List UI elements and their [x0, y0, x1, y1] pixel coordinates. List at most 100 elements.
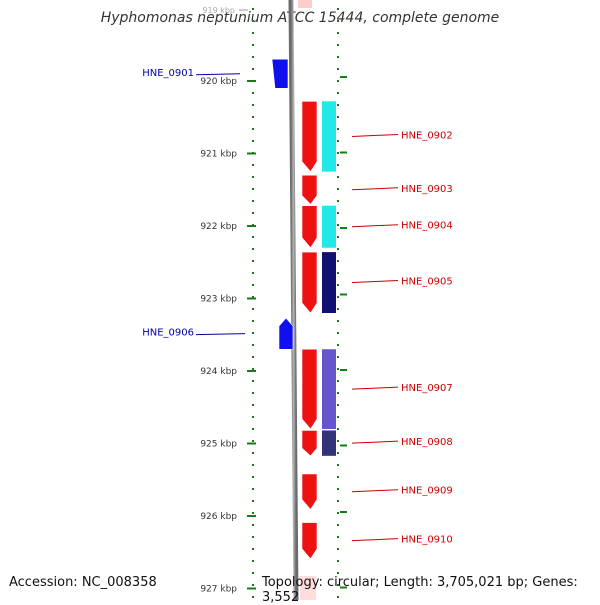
gene-labels: HNE_0901 HNE_0902 HNE_0903 HNE_0904 HNE_0905… [142, 68, 453, 546]
minor-tick-right [337, 80, 339, 82]
minor-tick-right [337, 200, 339, 202]
minor-tick-right [337, 320, 339, 322]
minor-tick-right [337, 236, 339, 238]
minor-tick-right [337, 128, 339, 130]
minor-tick-left [252, 584, 254, 586]
minor-tick-left [252, 344, 254, 346]
minor-tick-left [252, 44, 254, 46]
scale-label: 924 kbp [200, 367, 237, 377]
minor-tick-left [252, 32, 254, 34]
minor-tick-right [337, 548, 339, 550]
gene-label: HNE_0903 [401, 184, 453, 195]
minor-tick-left [252, 440, 254, 442]
minor-tick-right [337, 188, 339, 190]
cog-bar [322, 101, 336, 172]
cog-bar [322, 349, 336, 429]
gene-label: HNE_0906 [142, 328, 194, 339]
minor-tick-left [252, 8, 254, 10]
cog-bar [322, 205, 336, 248]
minor-tick-right [337, 536, 339, 538]
minor-tick-right [337, 308, 339, 310]
minor-tick-left [252, 320, 254, 322]
minor-tick-left [252, 380, 254, 382]
minor-tick-left [252, 536, 254, 538]
minor-tick-right [337, 332, 339, 334]
minor-tick-right [337, 512, 339, 514]
minor-tick-left [252, 20, 254, 22]
minor-tick-right [337, 560, 339, 562]
gene-hne_0906 [278, 317, 294, 350]
minor-tick-left [252, 512, 254, 514]
minor-tick-left [252, 116, 254, 118]
minor-tick-right [337, 272, 339, 274]
minor-tick-left [252, 248, 254, 250]
minor-tick-left [252, 464, 254, 466]
minor-tick-left [252, 404, 254, 406]
minor-tick-right [337, 440, 339, 442]
minor-tick-left [252, 500, 254, 502]
minor-tick-right [337, 476, 339, 478]
scale-label: 927 kbp [200, 585, 237, 595]
minor-tick-right [337, 356, 339, 358]
minor-tick-right [337, 596, 339, 598]
minor-tick-right [337, 32, 339, 34]
genome-summary-text: Topology: circular; Length: 3,705,021 bp… [262, 575, 578, 605]
minor-tick-right [337, 152, 339, 154]
minor-tick-right [337, 452, 339, 454]
minor-tick-left [252, 524, 254, 526]
minor-tick-right [337, 260, 339, 262]
gene-label: HNE_0904 [401, 221, 453, 232]
minor-tick-left [252, 308, 254, 310]
gene-hne_0902 [301, 101, 318, 173]
offscreen-gene-bottom [300, 576, 316, 600]
minor-tick-left [252, 284, 254, 286]
minor-tick-right [337, 140, 339, 142]
gene-hne_0901 [271, 58, 289, 89]
minor-tick-right [337, 524, 339, 526]
scale-ruler: 919 kbp 920 kbp 921 kbp 922 kbp 923 kbp 924 k… [200, 0, 347, 600]
minor-tick-right [337, 92, 339, 94]
gene-hne_0905 [301, 251, 318, 314]
gene-label: HNE_0905 [401, 277, 453, 288]
gene-label: HNE_0901 [142, 68, 194, 79]
minor-tick-left [252, 56, 254, 58]
minor-tick-right [337, 464, 339, 466]
minor-tick-left [252, 164, 254, 166]
minor-tick-right [337, 584, 339, 586]
minor-tick-right [337, 176, 339, 178]
gene-hne_0903 [301, 174, 318, 205]
minor-tick-right [337, 224, 339, 226]
scale-label: 920 kbp [200, 77, 237, 87]
minor-tick-right [337, 8, 339, 10]
minor-tick-right [337, 404, 339, 406]
gene-label: HNE_0902 [401, 130, 453, 141]
minor-tick-left [252, 128, 254, 130]
gene-hne_0904 [301, 205, 318, 249]
minor-tick-left [252, 104, 254, 106]
minor-tick-right [337, 392, 339, 394]
minor-tick-right [337, 380, 339, 382]
minor-tick-left [252, 140, 254, 142]
minor-tick-left [252, 560, 254, 562]
minor-tick-left [252, 392, 254, 394]
gene-label-leader [195, 73, 241, 76]
minor-tick-left [252, 428, 254, 430]
gene-hne_0909 [301, 473, 318, 510]
minor-tick-left [252, 188, 254, 190]
minor-tick-right [337, 500, 339, 502]
minor-tick-right [337, 368, 339, 370]
gene-label-leader [351, 187, 399, 191]
minor-tick-left [252, 356, 254, 358]
minor-tick-right [337, 488, 339, 490]
minor-tick-right [337, 416, 339, 418]
minor-tick-left [252, 272, 254, 274]
minor-tick-right [337, 572, 339, 574]
gene-label-leader [351, 538, 399, 542]
minor-tick-right [337, 20, 339, 22]
minor-tick-left [252, 476, 254, 478]
minor-tick-left [252, 260, 254, 262]
cog-track [322, 101, 336, 456]
cog-bar [322, 430, 336, 456]
minor-tick-left [252, 212, 254, 214]
